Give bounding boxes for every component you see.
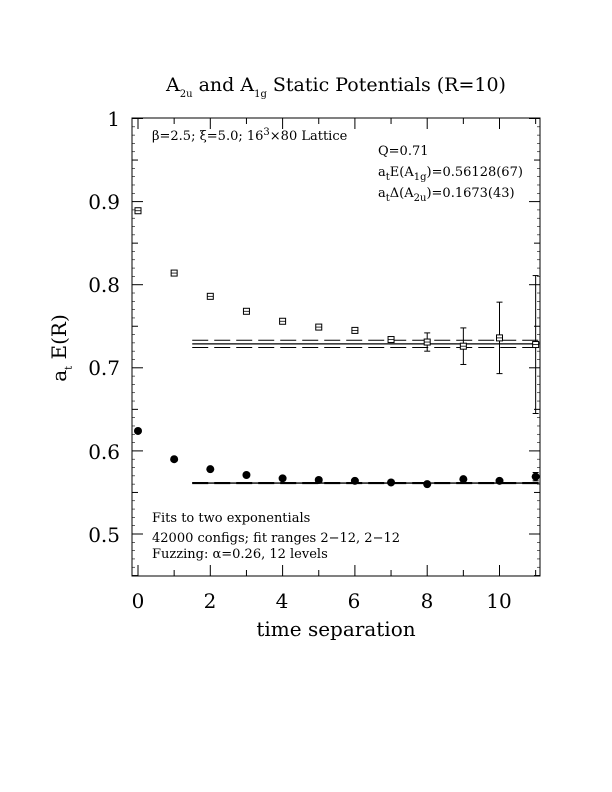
fit-lines bbox=[192, 339, 540, 485]
q-annotation: Q=0.71 bbox=[378, 144, 429, 159]
plot-frame bbox=[131, 117, 541, 577]
gap-annotation: atΔ(A2u)=0.1673(43) bbox=[378, 186, 515, 204]
a1g-point bbox=[314, 475, 323, 484]
y-axis-label: at E(R) bbox=[47, 314, 75, 382]
a1g-point bbox=[170, 455, 179, 464]
axis-ticks bbox=[132, 118, 540, 577]
fuzzing-annotation: Fuzzing: α=0.26, 12 levels bbox=[152, 547, 328, 562]
data-points bbox=[134, 207, 540, 489]
a1g-point bbox=[387, 478, 396, 487]
a1g-point bbox=[242, 470, 251, 479]
fits-annotation: Fits to two exponentials bbox=[152, 511, 310, 526]
a1g-point bbox=[206, 465, 215, 474]
a1g-point bbox=[531, 472, 540, 481]
x-tick-label-10: 10 bbox=[486, 589, 511, 613]
chart-title: A2u and A1g Static Potentials (R=10) bbox=[165, 74, 506, 100]
x-tick-label-6: 6 bbox=[348, 589, 361, 613]
x-tick-label-0: 0 bbox=[132, 589, 145, 613]
y-tick-label-0.6: 0.6 bbox=[88, 440, 120, 464]
energy-annotation: atE(A1g)=0.56128(67) bbox=[378, 165, 523, 183]
lattice-annotation: β=2.5; ξ=5.0; 163×80 Lattice bbox=[152, 127, 348, 144]
x-tick-label-8: 8 bbox=[421, 589, 434, 613]
y-tick-label-0.8: 0.8 bbox=[88, 273, 120, 297]
y-tick-label-0.5: 0.5 bbox=[88, 523, 120, 547]
a1g-point bbox=[134, 426, 142, 435]
a1g-point bbox=[278, 474, 287, 483]
a1g-point bbox=[459, 475, 468, 484]
x-axis-label: time separation bbox=[256, 617, 415, 641]
y-tick-label-0.7: 0.7 bbox=[88, 356, 120, 380]
y-tick-label-0.9: 0.9 bbox=[88, 190, 120, 214]
configs-annotation: 42000 configs; fit ranges 2−12, 2−12 bbox=[152, 531, 400, 546]
y-tick-label-1: 1 bbox=[107, 107, 120, 131]
x-tick-label-2: 2 bbox=[204, 589, 217, 613]
a1g-point bbox=[423, 480, 432, 489]
a1g-point bbox=[350, 476, 359, 485]
a1g-point bbox=[495, 476, 504, 485]
x-tick-label-4: 4 bbox=[276, 589, 289, 613]
